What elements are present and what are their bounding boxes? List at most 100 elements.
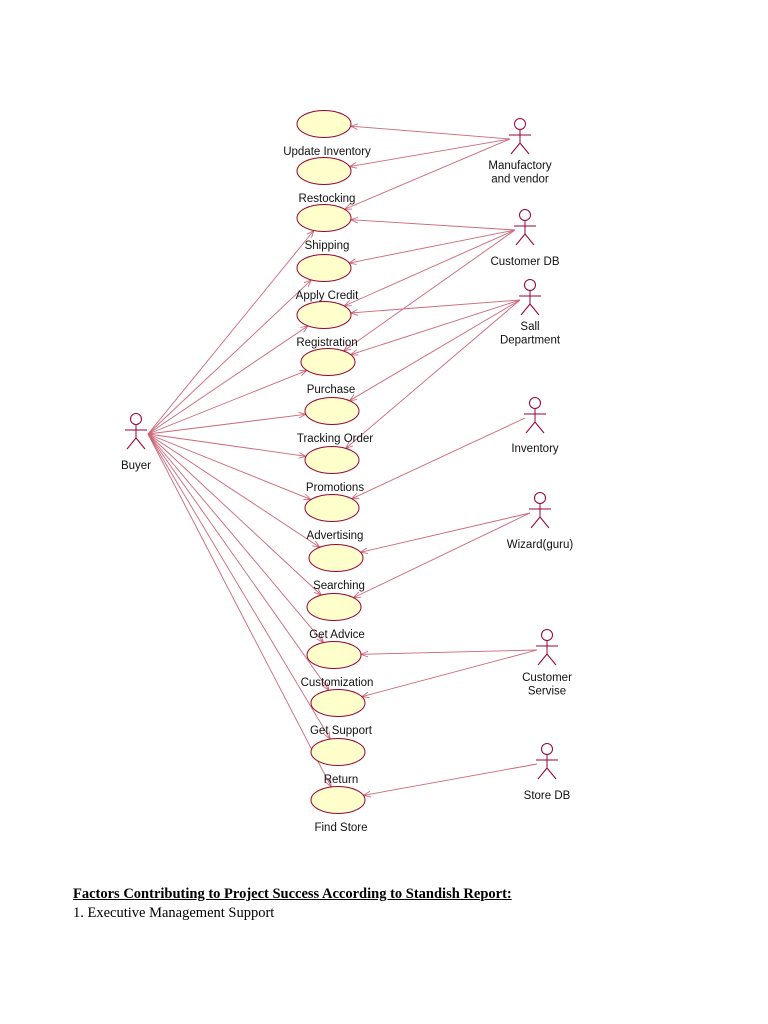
association-customer-servise-to-get-support	[362, 649, 538, 697]
stick-figure-icon	[125, 413, 147, 450]
association-buyer-to-searching	[147, 433, 320, 547]
use-case-ellipse	[296, 301, 352, 329]
association-customer-servise-to-customization	[361, 649, 538, 654]
actor-label: Store DB	[524, 790, 571, 802]
association-buyer-to-promotions	[147, 433, 306, 456]
stick-figure-icon	[529, 492, 551, 529]
use-case-label: Searching	[313, 580, 365, 592]
use-case-label: Promotions	[306, 482, 364, 494]
actor-store-db: Store DB	[524, 743, 571, 802]
use-case-ellipse	[296, 254, 352, 282]
association-manufactory-to-shipping	[345, 138, 511, 209]
actor-label: Sall Department	[500, 321, 561, 347]
association-buyer-to-registration	[147, 326, 308, 435]
association-buyer-to-return	[147, 433, 330, 739]
association-wizard-to-searching	[360, 512, 531, 552]
use-case-ellipse	[306, 641, 362, 669]
use-case-restocking: Restocking	[296, 157, 356, 205]
use-case-ellipse	[296, 110, 352, 138]
association-wizard-to-get-advice	[353, 512, 531, 598]
actor-label: Customer DB	[490, 256, 559, 268]
stick-figure-icon	[524, 397, 546, 434]
stick-figure-icon	[514, 209, 536, 246]
use-case-ellipse	[304, 446, 360, 474]
use-case-ellipse	[304, 397, 360, 425]
association-buyer-to-advertising	[147, 433, 311, 500]
use-case-label: Customization	[301, 677, 374, 689]
use-case-ellipse	[310, 786, 366, 814]
use-case-return: Return	[310, 738, 366, 786]
use-case-label: Return	[324, 774, 359, 786]
use-case-label: Advertising	[307, 530, 364, 542]
document-heading: Factors Contributing to Project Success …	[73, 886, 512, 902]
association-manufactory-to-restocking	[350, 138, 511, 167]
list-item-executive-support: 1. Executive Management Support	[73, 905, 275, 921]
use-case-purchase: Purchase	[300, 348, 356, 396]
association-customer-db-to-purchase	[344, 229, 516, 351]
stick-figure-icon	[519, 279, 541, 316]
association-customer-db-to-apply-credit	[349, 229, 516, 263]
actor-label: Wizard(guru)	[507, 539, 574, 551]
use-case-label: Tracking Order	[297, 433, 373, 445]
association-buyer-to-get-advice	[147, 433, 321, 595]
use-case-label: Get Support	[310, 725, 373, 737]
use-case-tracking-order: Tracking Order	[297, 397, 373, 445]
stick-figure-icon	[536, 629, 558, 666]
association-buyer-to-get-support	[147, 433, 329, 690]
association-buyer-to-tracking-order	[147, 414, 306, 435]
use-case-update-inventory: Update Inventory	[283, 110, 371, 158]
association-store-db-to-find-store	[363, 763, 538, 795]
use-case-label: Update Inventory	[283, 146, 371, 158]
use-case-registration: Registration	[296, 301, 358, 349]
association-sall-department-to-purchase	[351, 299, 521, 355]
association-buyer-to-shipping	[147, 231, 314, 435]
use-case-get-support: Get Support	[310, 689, 373, 737]
association-sall-department-to-tracking-order	[349, 299, 521, 401]
actor-label: Buyer	[121, 460, 151, 472]
use-case-label: Registration	[296, 337, 357, 349]
use-case-shipping: Shipping	[296, 204, 352, 252]
association-buyer-to-purchase	[147, 370, 307, 435]
use-case-ellipse	[310, 689, 366, 717]
stick-figure-icon	[509, 118, 531, 155]
actor-wizard: Wizard(guru)	[507, 492, 574, 551]
use-case-get-advice: Get Advice	[306, 593, 365, 641]
use-case-ellipse	[300, 348, 356, 376]
actor-label: Manufactory and vendor	[488, 160, 552, 186]
use-case-customization: Customization	[301, 641, 374, 689]
use-case-label: Restocking	[299, 193, 356, 205]
association-inventory-to-advertising	[352, 417, 526, 499]
use-case-find-store: Find Store	[310, 786, 368, 834]
use-case-ellipse	[306, 593, 362, 621]
association-customer-db-to-shipping	[351, 220, 516, 231]
actor-label: Inventory	[511, 443, 559, 455]
use-case-label: Apply Credit	[296, 290, 359, 302]
actor-customer-servise: Customer Servise	[522, 629, 572, 698]
actor-inventory: Inventory	[511, 397, 559, 455]
use-case-diagram: Update Inventory Restocking Shipping Apply …	[121, 110, 574, 834]
actor-sall-department: Sall Department	[500, 279, 561, 347]
stick-figure-icon	[536, 743, 558, 780]
use-case-ellipse	[310, 738, 366, 766]
association-manufactory-to-update-inventory	[351, 126, 511, 140]
association-sall-department-to-registration	[351, 299, 521, 313]
use-case-label: Get Advice	[309, 629, 365, 641]
association-customer-db-to-registration	[344, 229, 516, 306]
use-case-advertising: Advertising	[304, 494, 364, 542]
use-case-searching: Searching	[308, 544, 365, 592]
use-case-label: Purchase	[307, 384, 356, 396]
use-case-ellipse	[304, 494, 360, 522]
association-buyer-to-find-store	[147, 433, 331, 787]
use-case-ellipse	[296, 157, 352, 185]
use-case-apply-credit: Apply Credit	[296, 254, 359, 302]
association-buyer-to-apply-credit	[147, 280, 311, 435]
use-case-label: Find Store	[314, 822, 367, 834]
actor-label: Customer Servise	[522, 672, 572, 698]
use-case-promotions: Promotions	[304, 446, 364, 494]
association-sall-department-to-promotions	[346, 299, 521, 448]
use-case-ellipse	[296, 204, 352, 232]
actor-customer-db: Customer DB	[490, 209, 560, 268]
use-case-label: Shipping	[305, 240, 350, 252]
association-buyer-to-customization	[147, 433, 324, 643]
use-case-ellipse	[308, 544, 364, 572]
